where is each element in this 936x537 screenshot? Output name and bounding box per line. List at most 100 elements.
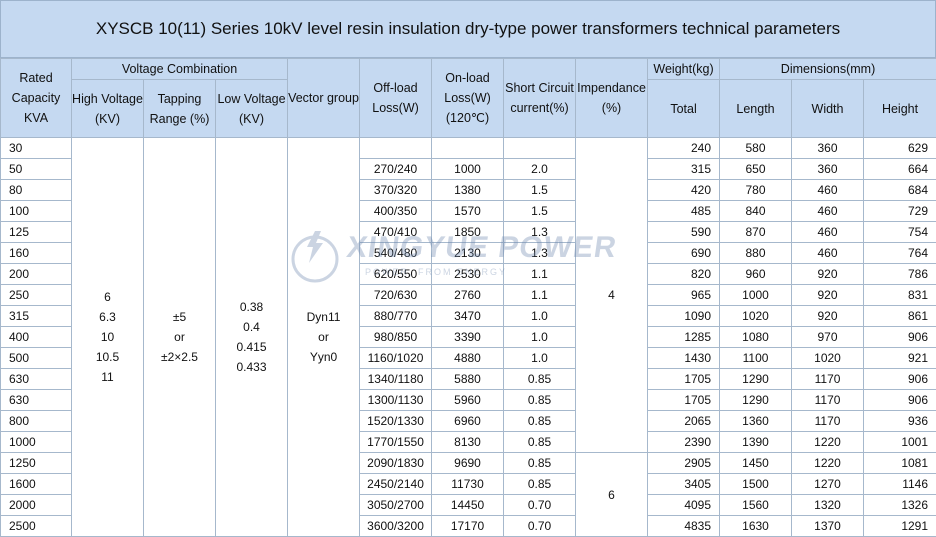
cell-height: 906 xyxy=(864,369,936,390)
cell-short-circuit: 1.5 xyxy=(504,201,576,222)
cell-on-load-loss: 3470 xyxy=(432,306,504,327)
cell-rated-capacity: 2000 xyxy=(1,495,72,516)
cell-off-load-loss: 2090/1830 xyxy=(360,453,432,474)
table-title: XYSCB 10(11) Series 10kV level resin ins… xyxy=(0,0,936,58)
cell-length: 1000 xyxy=(720,285,792,306)
cell-length: 840 xyxy=(720,201,792,222)
cell-width: 460 xyxy=(792,180,864,201)
stacked-value: 6 xyxy=(72,287,143,307)
cell-length: 1100 xyxy=(720,348,792,369)
cell-on-load-loss: 4880 xyxy=(432,348,504,369)
cell-total-weight: 4835 xyxy=(648,516,720,537)
cell-length: 1560 xyxy=(720,495,792,516)
cell-off-load-loss: 3050/2700 xyxy=(360,495,432,516)
stacked-value: 10 xyxy=(72,327,143,347)
cell-off-load-loss xyxy=(360,138,432,159)
cell-width: 360 xyxy=(792,159,864,180)
cell-total-weight: 1285 xyxy=(648,327,720,348)
cell-total-weight: 1430 xyxy=(648,348,720,369)
cell-off-load-loss: 620/550 xyxy=(360,264,432,285)
cell-length: 650 xyxy=(720,159,792,180)
cell-on-load-loss: 6960 xyxy=(432,411,504,432)
spec-sheet: XYSCB 10(11) Series 10kV level resin ins… xyxy=(0,0,936,516)
cell-on-load-loss: 14450 xyxy=(432,495,504,516)
cell-length: 880 xyxy=(720,243,792,264)
cell-height: 936 xyxy=(864,411,936,432)
cell-total-weight: 485 xyxy=(648,201,720,222)
cell-width: 360 xyxy=(792,138,864,159)
cell-short-circuit: 1.0 xyxy=(504,348,576,369)
header-impedance: Impendance (%) xyxy=(576,59,648,138)
cell-width: 1170 xyxy=(792,411,864,432)
cell-rated-capacity: 630 xyxy=(1,390,72,411)
cell-length: 1290 xyxy=(720,369,792,390)
cell-on-load-loss: 17170 xyxy=(432,516,504,537)
cell-width: 1320 xyxy=(792,495,864,516)
cell-off-load-loss: 720/630 xyxy=(360,285,432,306)
cell-total-weight: 4095 xyxy=(648,495,720,516)
header-high-voltage: High Voltage (KV) xyxy=(72,80,144,138)
cell-rated-capacity: 80 xyxy=(1,180,72,201)
cell-rated-capacity: 30 xyxy=(1,138,72,159)
parameters-table: Rated Capacity KVA Voltage Combination V… xyxy=(0,58,936,537)
cell-rated-capacity: 50 xyxy=(1,159,72,180)
cell-off-load-loss: 1160/1020 xyxy=(360,348,432,369)
cell-total-weight: 2905 xyxy=(648,453,720,474)
cell-short-circuit: 1.1 xyxy=(504,285,576,306)
cell-total-weight: 690 xyxy=(648,243,720,264)
header-length: Length xyxy=(720,80,792,138)
cell-total-weight: 820 xyxy=(648,264,720,285)
cell-short-circuit: 0.85 xyxy=(504,369,576,390)
cell-rated-capacity: 1000 xyxy=(1,432,72,453)
cell-on-load-loss: 5880 xyxy=(432,369,504,390)
header-on-load-loss: On-load Loss(W) (120℃) xyxy=(432,59,504,138)
cell-on-load-loss: 1000 xyxy=(432,159,504,180)
cell-total-weight: 1090 xyxy=(648,306,720,327)
cell-height: 906 xyxy=(864,327,936,348)
cell-width: 1370 xyxy=(792,516,864,537)
stacked-value: or xyxy=(288,327,359,347)
cell-short-circuit: 1.3 xyxy=(504,243,576,264)
cell-length: 1080 xyxy=(720,327,792,348)
cell-off-load-loss: 980/850 xyxy=(360,327,432,348)
cell-height: 906 xyxy=(864,390,936,411)
cell-off-load-loss: 3600/3200 xyxy=(360,516,432,537)
stacked-value: 0.38 xyxy=(216,297,287,317)
cell-rated-capacity: 1250 xyxy=(1,453,72,474)
cell-on-load-loss: 2760 xyxy=(432,285,504,306)
cell-on-load-loss: 1570 xyxy=(432,201,504,222)
cell-short-circuit: 0.85 xyxy=(504,474,576,495)
cell-off-load-loss: 1520/1330 xyxy=(360,411,432,432)
cell-short-circuit: 0.85 xyxy=(504,390,576,411)
header-short-circuit: Short Circuit current(%) xyxy=(504,59,576,138)
cell-rated-capacity: 400 xyxy=(1,327,72,348)
cell-off-load-loss: 880/770 xyxy=(360,306,432,327)
stacked-value: ±2×2.5 xyxy=(144,347,215,367)
stacked-value: 10.5 xyxy=(72,347,143,367)
header-vector-group: Vector group xyxy=(288,59,360,138)
header-voltage-combination: Voltage Combination xyxy=(72,59,288,80)
cell-short-circuit: 0.85 xyxy=(504,411,576,432)
cell-total-weight: 590 xyxy=(648,222,720,243)
header-total-weight: Total xyxy=(648,80,720,138)
cell-height: 664 xyxy=(864,159,936,180)
cell-width: 920 xyxy=(792,264,864,285)
stacked-value: or xyxy=(144,327,215,347)
header-rated-capacity: Rated Capacity KVA xyxy=(1,59,72,138)
stacked-value: 11 xyxy=(72,367,143,387)
cell-width: 1170 xyxy=(792,369,864,390)
cell-short-circuit: 2.0 xyxy=(504,159,576,180)
cell-on-load-loss: 2530 xyxy=(432,264,504,285)
cell-on-load-loss: 1380 xyxy=(432,180,504,201)
cell-short-circuit: 1.0 xyxy=(504,306,576,327)
cell-width: 460 xyxy=(792,222,864,243)
cell-off-load-loss: 470/410 xyxy=(360,222,432,243)
cell-total-weight: 965 xyxy=(648,285,720,306)
cell-length: 1360 xyxy=(720,411,792,432)
cell-height: 831 xyxy=(864,285,936,306)
cell-height: 684 xyxy=(864,180,936,201)
header-dimensions: Dimensions(mm) xyxy=(720,59,936,80)
header-low-voltage: Low Voltage (KV) xyxy=(216,80,288,138)
